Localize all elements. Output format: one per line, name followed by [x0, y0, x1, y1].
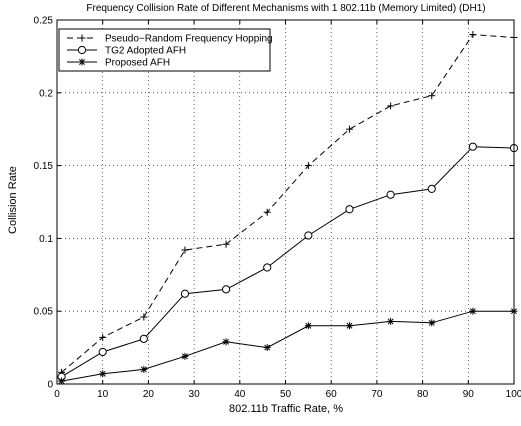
x-tick-label: 20	[143, 389, 155, 400]
legend-marker	[77, 45, 87, 55]
grid	[57, 20, 514, 384]
legend-label: Pseudo−Random Frequency Hopping	[105, 34, 273, 45]
data-point	[98, 347, 107, 357]
y-tick-label: 0.15	[34, 161, 54, 172]
data-point	[304, 231, 313, 240]
data-point	[139, 334, 148, 343]
data-point	[345, 205, 354, 214]
legend-marker	[79, 59, 85, 65]
y-tick-label: 0.1	[39, 234, 53, 245]
x-tick-label: 50	[280, 389, 292, 400]
y-tick-label: 0.2	[39, 88, 53, 99]
y-axis-label: Collision Rate	[7, 166, 19, 234]
legend-label: TG2 Adopted AFH	[105, 46, 186, 57]
series-group	[57, 31, 519, 385]
x-tick-label: 90	[463, 389, 475, 400]
series-line	[61, 146, 515, 378]
series-plus	[58, 31, 518, 376]
data-point	[428, 319, 435, 326]
data-point	[180, 289, 190, 298]
data-point	[305, 322, 312, 329]
legend-label: Proposed AFH	[105, 58, 170, 69]
data-point	[427, 184, 436, 193]
data-point	[468, 142, 477, 151]
axis-ticks: 0 10 20 30 40 50 60 70 80 90 100 0 0.05 0.1 0.15 0.2 0.2…	[34, 16, 521, 401]
x-tick-label: 60	[326, 389, 338, 400]
x-tick-label: 0	[54, 389, 60, 400]
x-tick-label: 10	[97, 389, 109, 400]
x-axis-label: 802.11b Traffic Rate, %	[229, 403, 343, 415]
data-point	[387, 318, 394, 325]
x-tick-label: 30	[189, 389, 201, 400]
data-point	[386, 190, 395, 199]
x-tick-label: 40	[234, 389, 246, 400]
data-point	[263, 263, 272, 272]
series-circle	[57, 142, 519, 381]
data-point	[346, 322, 353, 329]
data-point	[223, 338, 230, 345]
series-asterisk	[58, 307, 518, 385]
series-line	[61, 34, 515, 373]
data-point	[221, 285, 231, 294]
data-point	[58, 378, 65, 385]
series-line	[61, 310, 514, 382]
data-point	[469, 308, 476, 315]
data-point	[99, 370, 106, 377]
y-tick-label: 0	[47, 380, 53, 391]
y-tick-label: 0.25	[34, 16, 54, 27]
x-tick-label: 70	[371, 389, 383, 400]
x-tick-label: 100	[506, 389, 521, 400]
data-point	[182, 353, 188, 360]
data-point	[140, 366, 147, 373]
x-tick-label: 80	[417, 389, 429, 400]
plot-frame	[56, 19, 515, 385]
y-tick-label: 0.05	[34, 307, 54, 318]
data-point	[264, 344, 271, 351]
chart-title: Frequency Collision Rate of Different Me…	[86, 3, 485, 14]
